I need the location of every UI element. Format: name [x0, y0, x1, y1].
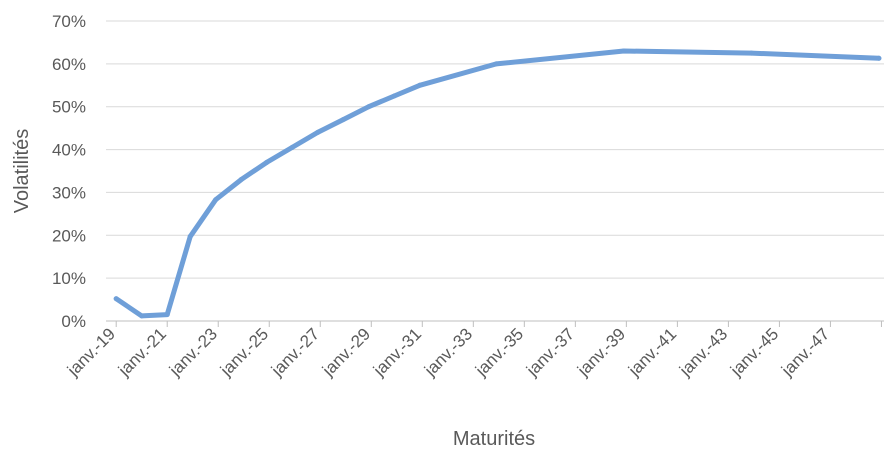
y-tick-label: 10%: [52, 269, 86, 288]
x-tick-label: janv.-31: [369, 324, 425, 380]
y-axis-ticks: 0% 10% 20% 30% 40% 50% 60% 70%: [52, 12, 86, 331]
x-tick-label: janv.-45: [726, 324, 782, 380]
x-tick-label: janv.-21: [114, 324, 170, 380]
x-tick-label: janv.-27: [267, 324, 323, 380]
x-tick-label: janv.-25: [216, 324, 272, 380]
data-point: [876, 55, 882, 61]
x-tick-label: janv.-37: [522, 324, 578, 380]
x-tick-label: janv.-41: [624, 324, 680, 380]
y-axis-title: Volatilités: [11, 129, 33, 214]
data-point: [621, 48, 627, 54]
x-axis: janv.-19janv.-21janv.-23janv.-25janv.-27…: [63, 320, 884, 380]
x-tick-label: janv.-23: [165, 324, 221, 380]
x-axis-title: Maturités: [453, 428, 535, 450]
y-tick-label: 20%: [52, 226, 86, 245]
data-point: [264, 159, 270, 165]
data-point: [187, 234, 193, 240]
x-tick-label: janv.-29: [318, 324, 374, 380]
data-point: [164, 312, 170, 318]
gridlines: [106, 20, 884, 279]
y-tick-label: 70%: [52, 12, 86, 31]
y-tick-label: 30%: [52, 183, 86, 202]
x-tick-label: janv.-19: [63, 324, 119, 380]
x-tick-label: janv.-47: [777, 324, 833, 380]
x-tick-label: janv.-39: [573, 324, 629, 380]
x-tick-label: janv.-43: [675, 324, 731, 380]
y-tick-label: 60%: [52, 55, 86, 74]
series-line: [113, 48, 882, 319]
series-layer: [113, 48, 882, 319]
data-point: [748, 50, 754, 56]
data-point: [213, 197, 219, 203]
y-tick-label: 50%: [52, 98, 86, 117]
data-point: [340, 117, 346, 123]
data-point: [113, 296, 119, 302]
data-point: [366, 104, 372, 110]
data-point: [493, 61, 499, 67]
data-point: [315, 129, 321, 135]
data-point: [238, 177, 244, 183]
y-tick-label: 0%: [61, 312, 86, 331]
data-point: [289, 144, 295, 150]
y-tick-label: 40%: [52, 141, 86, 160]
data-point: [391, 93, 397, 99]
data-point: [417, 82, 423, 88]
x-tick-label: janv.-33: [420, 324, 476, 380]
data-point: [139, 313, 145, 319]
x-tick-label: janv.-35: [471, 324, 527, 380]
